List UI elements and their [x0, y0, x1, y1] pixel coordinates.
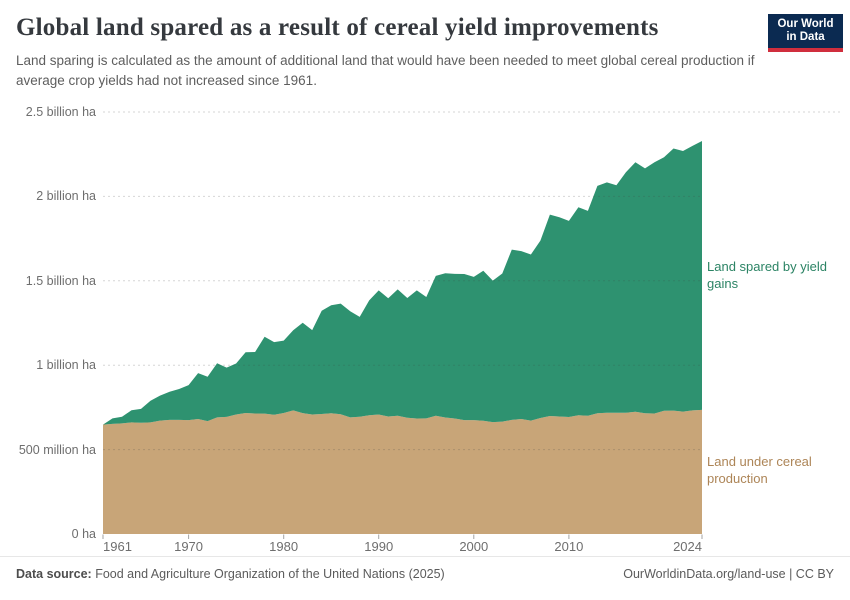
data-source-note: Data source: Food and Agriculture Organi…: [16, 567, 616, 581]
data-source-text: Food and Agriculture Organization of the…: [91, 567, 445, 581]
owid-logo-line1: Our World: [777, 18, 834, 30]
owid-logo-red-bar: [768, 48, 843, 52]
page-title: Global land spared as a result of cereal…: [16, 14, 659, 41]
owid-logo[interactable]: Our World in Data: [768, 14, 843, 52]
data-source-label: Data source:: [16, 567, 92, 581]
series-label-land-spared: Land spared by yield gains: [707, 259, 827, 291]
area-land-spared-by-yield-gains[interactable]: [103, 141, 702, 425]
series-label-land-under-production: Land under cereal production: [707, 454, 812, 486]
owid-logo-line2: in Data: [786, 31, 825, 43]
owid-logo-box: Our World in Data: [768, 14, 843, 48]
footer-divider: [0, 556, 850, 557]
chart-subtitle: Land sparing is calculated as the amount…: [16, 53, 755, 88]
area-land-under-cereal-production[interactable]: [103, 409, 702, 534]
license-link[interactable]: OurWorldinData.org/land-use | CC BY: [623, 567, 834, 581]
